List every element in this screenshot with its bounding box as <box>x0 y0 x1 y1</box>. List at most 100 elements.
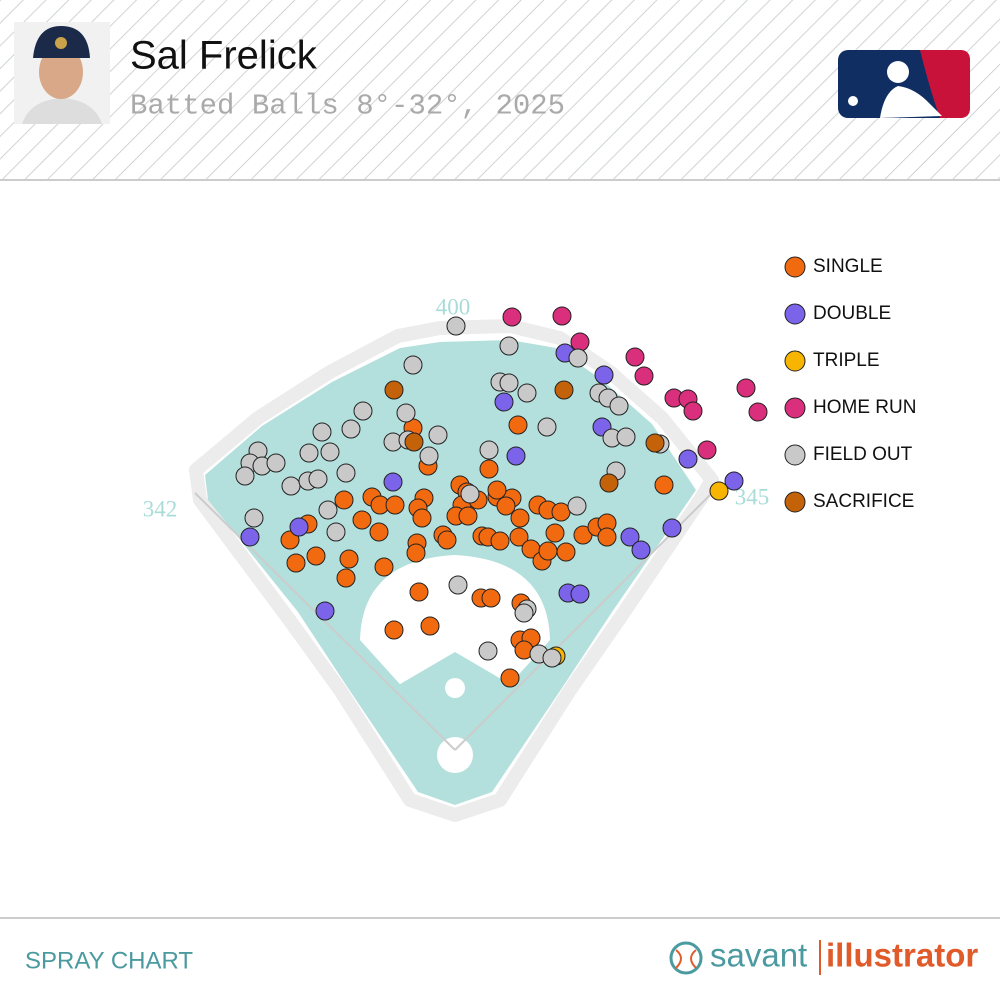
legend-label: FIELD OUT <box>813 444 913 465</box>
batted-ball <box>517 383 537 403</box>
field <box>189 319 719 822</box>
batted-ball <box>634 366 654 386</box>
legend-label: SACRIFICE <box>813 491 914 512</box>
fence-right: 345 <box>735 484 770 509</box>
batted-ball <box>384 620 404 640</box>
batted-ball <box>542 648 562 668</box>
batted-ball <box>678 449 698 469</box>
batted-ball <box>479 459 499 479</box>
batted-ball <box>299 443 319 463</box>
batted-ball <box>403 355 423 375</box>
batted-ball <box>724 471 744 491</box>
legend: SINGLE DOUBLE TRIPLE HOME RUN FIELD OUT SACRI… <box>784 256 916 513</box>
batted-ball <box>570 332 590 352</box>
batted-ball <box>320 442 340 462</box>
batted-ball <box>286 553 306 573</box>
batted-ball <box>339 549 359 569</box>
batted-ball <box>406 543 426 563</box>
batted-ball <box>353 401 373 421</box>
batted-ball <box>352 510 372 530</box>
batted-ball <box>384 380 404 400</box>
batted-ball <box>289 517 309 537</box>
batted-ball <box>336 568 356 588</box>
legend-swatch <box>784 256 806 278</box>
batted-ball <box>538 541 558 561</box>
batted-ball <box>419 446 439 466</box>
batted-ball <box>514 603 534 623</box>
batted-ball <box>645 433 665 453</box>
batted-ball <box>496 496 516 516</box>
batted-ball <box>697 440 717 460</box>
batted-ball <box>599 473 619 493</box>
batted-ball <box>508 415 528 435</box>
batted-ball <box>244 508 264 528</box>
batted-ball <box>326 522 346 542</box>
batted-ball <box>281 476 301 496</box>
batted-ball <box>502 307 522 327</box>
legend-swatch <box>784 303 806 325</box>
legend-label: DOUBLE <box>813 303 891 324</box>
batted-ball <box>341 419 361 439</box>
batted-ball <box>499 373 519 393</box>
batted-ball <box>487 480 507 500</box>
batted-ball <box>545 523 565 543</box>
batted-ball <box>336 463 356 483</box>
savant-logo: savant illustrator <box>669 937 978 975</box>
points <box>235 306 768 688</box>
batted-ball <box>662 518 682 538</box>
brand-savant: savant <box>710 937 807 974</box>
batted-ball <box>420 616 440 636</box>
fence-center: 400 <box>436 294 471 319</box>
batted-ball <box>396 403 416 423</box>
batted-ball <box>478 641 498 661</box>
batted-ball <box>631 540 651 560</box>
batted-ball <box>594 365 614 385</box>
batted-ball <box>460 484 480 504</box>
batted-ball <box>609 396 629 416</box>
batted-ball <box>404 432 424 452</box>
batted-ball <box>597 527 617 547</box>
brand-illustrator: illustrator <box>826 937 978 974</box>
batted-ball <box>736 378 756 398</box>
batted-ball <box>499 336 519 356</box>
batted-ball <box>570 584 590 604</box>
legend-swatch <box>784 397 806 419</box>
legend-label: TRIPLE <box>813 350 880 371</box>
batted-ball <box>556 542 576 562</box>
batted-ball <box>448 575 468 595</box>
batted-ball <box>683 401 703 421</box>
batted-ball <box>374 557 394 577</box>
batted-ball <box>551 502 571 522</box>
batted-ball <box>383 472 403 492</box>
subtitle: Batted Balls 8°-32°, 2025 <box>130 90 565 123</box>
mlb-logo <box>838 50 970 118</box>
batted-ball <box>552 306 572 326</box>
header-background <box>0 0 1000 180</box>
batted-ball <box>509 527 529 547</box>
batted-ball <box>479 440 499 460</box>
batted-ball <box>506 446 526 466</box>
batted-ball <box>490 531 510 551</box>
headshot <box>14 22 110 124</box>
player-name: Sal Frelick <box>130 34 318 78</box>
batted-ball <box>554 380 574 400</box>
fence-left: 342 <box>143 496 178 521</box>
batted-ball <box>412 508 432 528</box>
batted-ball <box>308 469 328 489</box>
batted-ball <box>481 588 501 608</box>
legend-label: SINGLE <box>813 256 883 277</box>
legend-label: HOME RUN <box>813 397 916 418</box>
batted-ball <box>318 500 338 520</box>
batted-ball <box>494 392 514 412</box>
batted-ball <box>240 527 260 547</box>
batted-ball <box>510 508 530 528</box>
batted-ball <box>280 530 300 550</box>
batted-ball <box>428 425 448 445</box>
batted-ball <box>748 402 768 422</box>
batted-ball <box>409 582 429 602</box>
batted-ball <box>620 527 640 547</box>
batted-ball <box>315 601 335 621</box>
batted-ball <box>235 466 255 486</box>
